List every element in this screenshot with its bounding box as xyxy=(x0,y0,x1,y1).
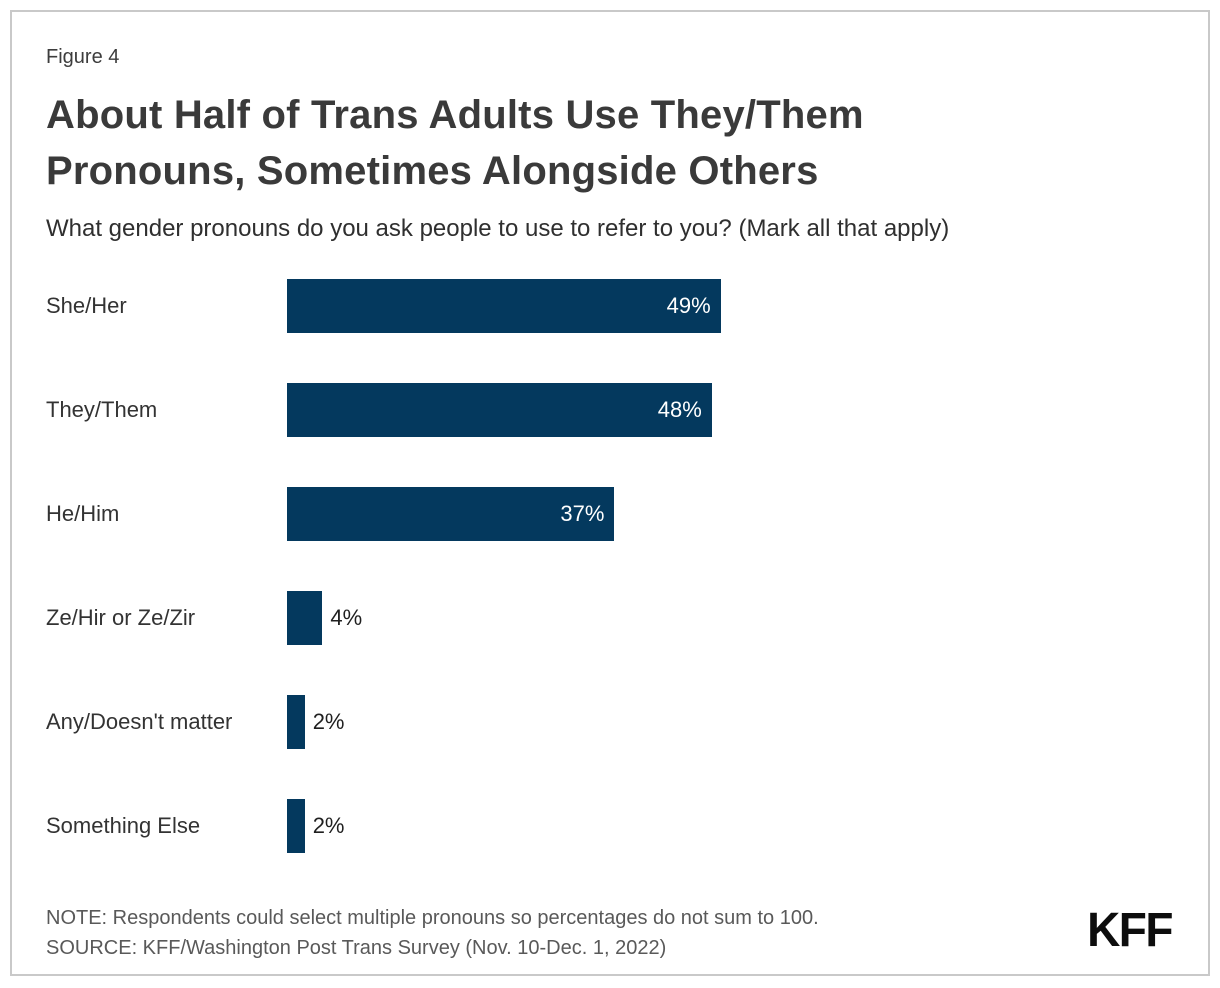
value-label: 37% xyxy=(560,501,605,526)
bar-track: 4% xyxy=(287,591,1174,645)
category-label: They/Them xyxy=(46,397,158,422)
source-text: SOURCE: KFF/Washington Post Trans Survey… xyxy=(46,937,667,959)
value-label-outside: 4% xyxy=(330,605,363,630)
bar-track: 2% xyxy=(287,695,1174,749)
chart-row: She/Her 49% xyxy=(46,279,1174,333)
kff-logo: KFF xyxy=(1087,901,1173,957)
bar: 48% xyxy=(287,383,712,437)
bar: 49% xyxy=(287,279,721,333)
category-label: She/Her xyxy=(46,293,127,318)
chart-title: About Half of Trans Adults Use They/Them… xyxy=(46,93,864,193)
category-label: He/Him xyxy=(46,501,120,526)
bar-track: 37% xyxy=(287,487,1174,541)
category-label: Ze/Hir or Ze/Zir xyxy=(46,605,196,630)
chart-row: Ze/Hir or Ze/Zir 4% xyxy=(46,591,1174,645)
note-text: NOTE: Respondents could select multiple … xyxy=(46,907,819,929)
bar xyxy=(287,799,305,853)
bar-track: 48% xyxy=(287,383,1174,437)
notes-block: NOTE: Respondents could select multiple … xyxy=(46,903,819,963)
bar-chart: She/Her 49% They/Them 48% He/Him 37% Ze/… xyxy=(46,279,1174,853)
bar-track: 2% xyxy=(287,799,1174,853)
value-label-outside: 2% xyxy=(312,813,345,838)
figure-card: Figure 4 About Half of Trans Adults Use … xyxy=(10,10,1210,976)
chart-row: They/Them 48% xyxy=(46,383,1174,437)
chart-row: He/Him 37% xyxy=(46,487,1174,541)
bar xyxy=(287,591,323,645)
value-label: 49% xyxy=(666,293,711,318)
category-label: Any/Doesn't matter xyxy=(46,709,233,734)
value-label-outside: 2% xyxy=(312,709,345,734)
category-label: Something Else xyxy=(46,813,201,838)
figure-label: Figure 4 xyxy=(46,46,120,68)
chart-row: Any/Doesn't matter 2% xyxy=(46,695,1174,749)
bar xyxy=(287,695,305,749)
chart-subtitle: What gender pronouns do you ask people t… xyxy=(46,215,950,242)
bar: 37% xyxy=(287,487,615,541)
chart-row: Something Else 2% xyxy=(46,799,1174,853)
value-label: 48% xyxy=(657,397,702,422)
footer: NOTE: Respondents could select multiple … xyxy=(46,903,1174,963)
bar-track: 49% xyxy=(287,279,1174,333)
